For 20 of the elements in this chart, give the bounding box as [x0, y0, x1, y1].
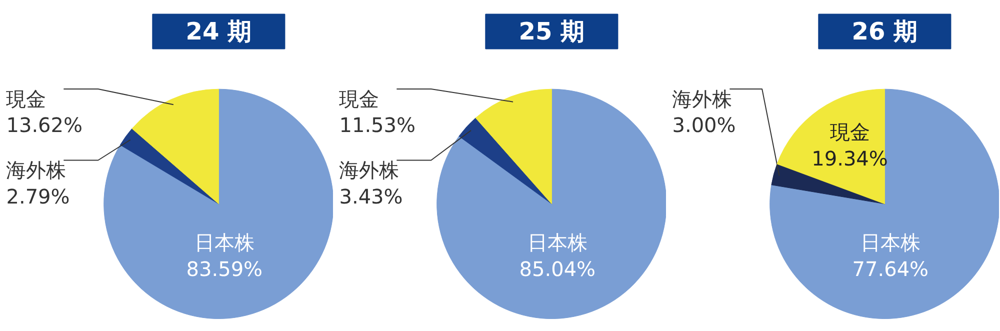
data-label: 3.43% — [339, 184, 403, 208]
data-label: 83.59% — [186, 256, 263, 281]
data-label: 77.64% — [852, 256, 929, 281]
slice-label: 海外株 — [339, 158, 400, 182]
chart-title: 25 期 — [518, 18, 585, 46]
data-label: 85.04% — [519, 256, 596, 281]
slice-label: 海外株 — [6, 158, 66, 182]
slice-label: 日本株 — [194, 230, 254, 254]
slice-label: 海外株 — [672, 86, 732, 111]
chart-title: 24 期 — [186, 18, 252, 46]
data-label: 13.62% — [6, 113, 83, 138]
slice-label: 現金 — [830, 120, 870, 144]
data-label: 2.79% — [6, 184, 70, 208]
chart-title: 26 期 — [852, 18, 918, 46]
data-label: 11.53% — [339, 113, 416, 138]
slice-label: 日本株 — [527, 230, 588, 254]
slice-label: 日本株 — [860, 230, 920, 254]
slice-label: 現金 — [339, 86, 380, 111]
data-label: 3.00% — [672, 113, 736, 138]
slice-label: 現金 — [6, 86, 46, 111]
